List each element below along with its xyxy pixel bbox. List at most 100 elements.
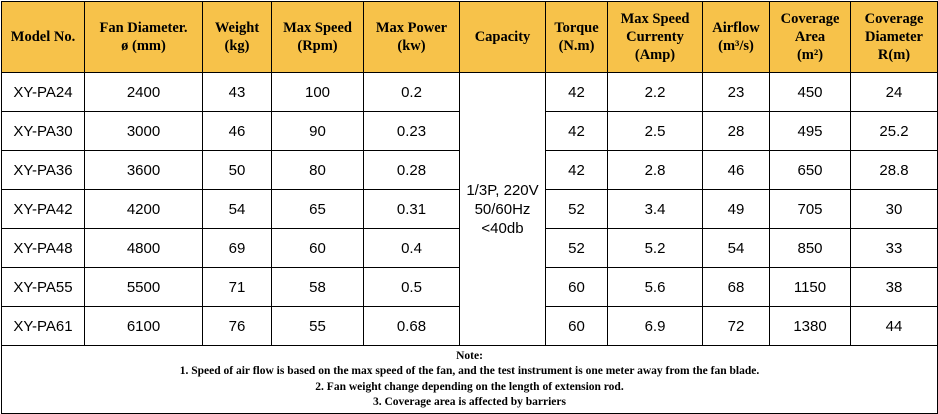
torque-cell: 42 — [545, 150, 608, 190]
header-label-line: Fan Diameter. — [99, 20, 188, 36]
header-label-line: (kg) — [224, 38, 250, 54]
speed-header: Max Speed (Rpm) — [271, 1, 364, 73]
diameter-cell: 3000 — [84, 111, 203, 151]
header-label-line: Max Speed — [620, 11, 690, 27]
header-label-line: Currenty — [626, 29, 684, 45]
airflow-cell: 54 — [702, 228, 770, 268]
torque-header: Torque (N.m) — [545, 1, 608, 73]
area-cell: 705 — [769, 189, 851, 229]
model-cell: XY-PA61 — [1, 306, 85, 346]
power-cell: 0.5 — [363, 267, 460, 307]
current-cell: 5.6 — [607, 267, 703, 307]
airflow-cell: 28 — [702, 111, 770, 151]
weight-cell: 76 — [202, 306, 272, 346]
header-label-line: Area — [794, 29, 826, 45]
speed-cell: 55 — [271, 306, 364, 346]
speed-cell: 80 — [271, 150, 364, 190]
speed-cell: 100 — [271, 72, 364, 112]
speed-cell: 60 — [271, 228, 364, 268]
header-label-line: (kw) — [397, 38, 426, 54]
current-cell: 5.2 — [607, 228, 703, 268]
capacity-line: 50/60Hz — [474, 200, 531, 218]
table-body: XY-PA24 2400 43 100 0.2 1/3P, 220V 50/60Hz <40d… — [1, 72, 938, 346]
capacity-line: 1/3P, 220V — [466, 181, 539, 199]
table-header: Model No. Fan Diameter. ø (mm) Weight (kg) Ma… — [1, 1, 938, 73]
notes-row: Note: 1. Speed of air flow is based on t… — [1, 345, 938, 414]
torque-cell: 42 — [545, 72, 608, 112]
capacity-cell: 1/3P, 220V 50/60Hz <40db — [459, 72, 546, 346]
power-cell: 0.28 — [363, 150, 460, 190]
power-cell: 0.23 — [363, 111, 460, 151]
model-cell: XY-PA48 — [1, 228, 85, 268]
model-cell: XY-PA30 — [1, 111, 85, 151]
airflow-cell: 68 — [702, 267, 770, 307]
capacity-line: <40db — [481, 219, 524, 237]
header-label-line: Model No. — [10, 29, 76, 45]
header-label-line: Torque — [554, 20, 599, 36]
airflow-cell: 72 — [702, 306, 770, 346]
torque-cell: 60 — [545, 306, 608, 346]
weight-cell: 69 — [202, 228, 272, 268]
torque-cell: 60 — [545, 267, 608, 307]
current-cell: 3.4 — [607, 189, 703, 229]
table-row: XY-PA24 2400 43 100 0.2 1/3P, 220V 50/60Hz <40d… — [1, 72, 938, 346]
current-cell: 2.5 — [607, 111, 703, 151]
table-row: XY-PA42 4200 54 65 0.31 52 3.4 49 705 30 — [1, 189, 938, 229]
header-label-line: Diameter — [865, 29, 923, 45]
notes-title: Note: — [456, 349, 483, 362]
speed-cell: 58 — [271, 267, 364, 307]
model-header: Model No. — [1, 1, 85, 73]
torque-cell: 42 — [545, 111, 608, 151]
current-cell: 6.9 — [607, 306, 703, 346]
power-header: Max Power (kw) — [363, 1, 460, 73]
table-row: XY-PA48 4800 69 60 0.4 52 5.2 54 850 33 — [1, 228, 938, 268]
power-cell: 0.31 — [363, 189, 460, 229]
table-row: XY-PA55 5500 71 58 0.5 60 5.6 68 1150 38 — [1, 267, 938, 307]
table-row: XY-PA30 3000 46 90 0.23 42 2.5 28 495 25.2 — [1, 111, 938, 151]
radius-cell: 33 — [850, 228, 938, 268]
weight-cell: 46 — [202, 111, 272, 151]
speed-cell: 65 — [271, 189, 364, 229]
header-label-line: (N.m) — [558, 38, 595, 54]
capacity-header: Capacity — [459, 1, 546, 73]
table-row: XY-PA61 6100 76 55 0.68 60 6.9 72 1380 44 — [1, 306, 938, 346]
weight-cell: 54 — [202, 189, 272, 229]
diameter-cell: 4800 — [84, 228, 203, 268]
power-cell: 0.4 — [363, 228, 460, 268]
note-line-3: 3. Coverage area is affected by barriers — [373, 396, 566, 408]
airflow-header: Airflow (m³/s) — [702, 1, 770, 73]
area-cell: 450 — [769, 72, 851, 112]
header-label-line: Weight — [214, 20, 260, 36]
area-cell: 850 — [769, 228, 851, 268]
model-cell: XY-PA36 — [1, 150, 85, 190]
header-label-line: (m²) — [796, 47, 824, 63]
weight-cell: 50 — [202, 150, 272, 190]
header-label-line: Max Power — [375, 20, 448, 36]
diameter-cell: 2400 — [84, 72, 203, 112]
current-header: Max Speed Currenty (Amp) — [607, 1, 703, 73]
header-label-line: Coverage — [864, 11, 924, 27]
header-label-line: (Amp) — [634, 47, 676, 63]
header-label-line: ø (mm) — [121, 38, 166, 54]
airflow-cell: 49 — [702, 189, 770, 229]
radius-cell: 25.2 — [850, 111, 938, 151]
weight-header: Weight (kg) — [202, 1, 272, 73]
area-cell: 1380 — [769, 306, 851, 346]
radius-cell: 30 — [850, 189, 938, 229]
radius-cell: 28.8 — [850, 150, 938, 190]
table-row: XY-PA36 3600 50 80 0.28 42 2.8 46 650 28.8 — [1, 150, 938, 190]
airflow-cell: 46 — [702, 150, 770, 190]
airflow-cell: 23 — [702, 72, 770, 112]
note-line-2: 2. Fan weight change depending on the le… — [315, 380, 624, 393]
power-cell: 0.2 — [363, 72, 460, 112]
current-cell: 2.2 — [607, 72, 703, 112]
weight-cell: 71 — [202, 267, 272, 307]
diameter-cell: 6100 — [84, 306, 203, 346]
header-row: Model No. Fan Diameter. ø (mm) Weight (kg) Ma… — [1, 1, 938, 73]
header-label-line: (Rpm) — [297, 38, 338, 54]
model-cell: XY-PA42 — [1, 189, 85, 229]
diameter-cell: 5500 — [84, 267, 203, 307]
header-label-line: Airflow — [712, 20, 760, 36]
